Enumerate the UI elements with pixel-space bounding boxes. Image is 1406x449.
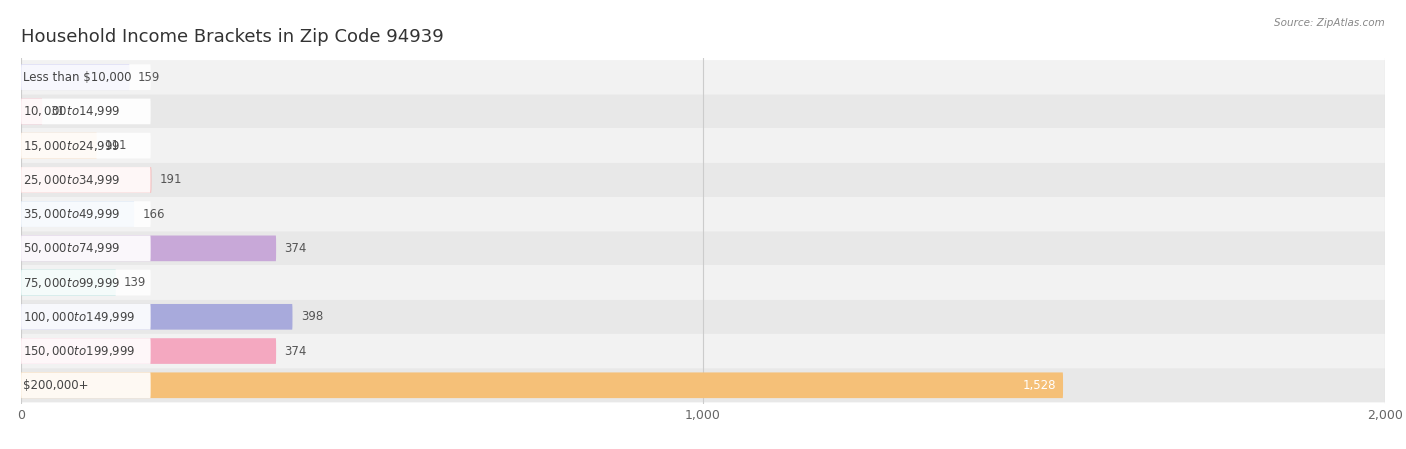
FancyBboxPatch shape — [0, 60, 1406, 94]
Text: $25,000 to $34,999: $25,000 to $34,999 — [22, 173, 120, 187]
Text: 111: 111 — [105, 139, 128, 152]
Text: $10,000 to $14,999: $10,000 to $14,999 — [22, 105, 120, 119]
Text: $75,000 to $99,999: $75,000 to $99,999 — [22, 276, 120, 290]
Text: Household Income Brackets in Zip Code 94939: Household Income Brackets in Zip Code 94… — [21, 28, 444, 46]
Text: 374: 374 — [284, 344, 307, 357]
FancyBboxPatch shape — [21, 201, 150, 227]
Text: $35,000 to $49,999: $35,000 to $49,999 — [22, 207, 120, 221]
FancyBboxPatch shape — [21, 270, 115, 295]
Text: 159: 159 — [138, 70, 160, 84]
Text: $50,000 to $74,999: $50,000 to $74,999 — [22, 242, 120, 255]
FancyBboxPatch shape — [0, 231, 1406, 265]
FancyBboxPatch shape — [21, 372, 150, 398]
FancyBboxPatch shape — [21, 338, 150, 364]
Text: 166: 166 — [142, 207, 165, 220]
Text: 31: 31 — [51, 105, 65, 118]
FancyBboxPatch shape — [21, 99, 42, 124]
Text: $100,000 to $149,999: $100,000 to $149,999 — [22, 310, 135, 324]
Text: $15,000 to $24,999: $15,000 to $24,999 — [22, 139, 120, 153]
FancyBboxPatch shape — [21, 372, 1063, 398]
Text: Source: ZipAtlas.com: Source: ZipAtlas.com — [1274, 18, 1385, 28]
FancyBboxPatch shape — [21, 64, 150, 90]
Text: 398: 398 — [301, 310, 323, 323]
FancyBboxPatch shape — [21, 236, 150, 261]
FancyBboxPatch shape — [0, 368, 1406, 402]
FancyBboxPatch shape — [21, 99, 150, 124]
Text: Less than $10,000: Less than $10,000 — [22, 70, 131, 84]
FancyBboxPatch shape — [21, 64, 129, 90]
FancyBboxPatch shape — [21, 270, 150, 295]
FancyBboxPatch shape — [0, 128, 1406, 163]
Text: $150,000 to $199,999: $150,000 to $199,999 — [22, 344, 135, 358]
FancyBboxPatch shape — [21, 133, 97, 158]
FancyBboxPatch shape — [0, 94, 1406, 128]
Text: 1,528: 1,528 — [1022, 379, 1056, 392]
FancyBboxPatch shape — [21, 338, 276, 364]
FancyBboxPatch shape — [21, 201, 135, 227]
FancyBboxPatch shape — [0, 163, 1406, 197]
FancyBboxPatch shape — [0, 334, 1406, 368]
Text: 191: 191 — [159, 173, 181, 186]
FancyBboxPatch shape — [21, 304, 292, 330]
FancyBboxPatch shape — [21, 133, 150, 158]
FancyBboxPatch shape — [0, 299, 1406, 334]
FancyBboxPatch shape — [21, 167, 152, 193]
FancyBboxPatch shape — [21, 236, 276, 261]
FancyBboxPatch shape — [21, 304, 150, 330]
Text: 139: 139 — [124, 276, 146, 289]
FancyBboxPatch shape — [21, 167, 150, 193]
Text: $200,000+: $200,000+ — [22, 379, 89, 392]
FancyBboxPatch shape — [0, 197, 1406, 231]
FancyBboxPatch shape — [0, 265, 1406, 299]
Text: 374: 374 — [284, 242, 307, 255]
